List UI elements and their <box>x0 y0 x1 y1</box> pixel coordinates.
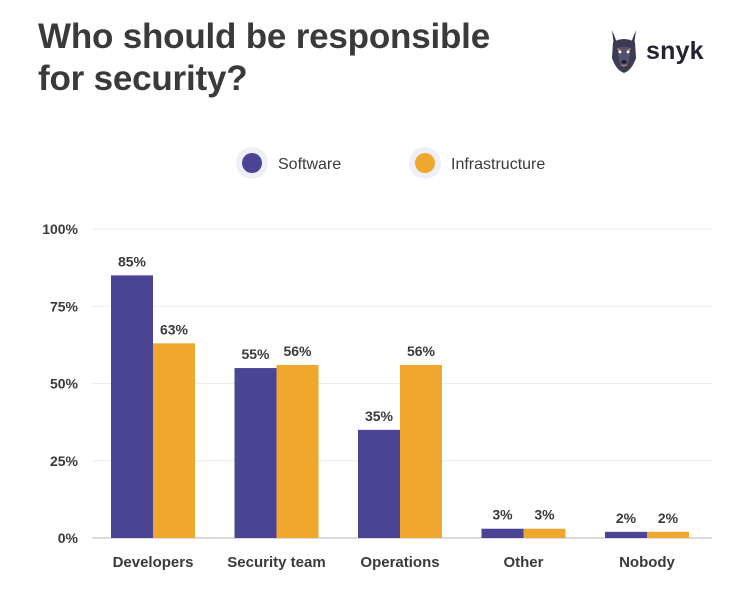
data-label-nobody-infrastructure: 2% <box>658 510 679 526</box>
bar-security-team-infrastructure <box>276 364 319 538</box>
x-category-label-nobody: Nobody <box>619 554 675 571</box>
legend-item-software: Software <box>236 147 341 179</box>
x-category-label-developers: Developers <box>113 554 194 571</box>
bar-developers-software <box>111 275 153 538</box>
bar-security-team-software <box>234 368 277 538</box>
data-label-security-team-infrastructure: 56% <box>283 343 312 359</box>
snyk-logo: snyk <box>608 28 704 74</box>
page-title-line-2: for security? <box>38 59 248 98</box>
legend-item-infrastructure: Infrastructure <box>409 147 545 179</box>
data-label-operations-software: 35% <box>365 408 394 424</box>
legend-swatch-software <box>242 153 262 173</box>
data-label-operations-infrastructure: 56% <box>407 343 436 359</box>
logo-wordmark: snyk <box>646 36 704 65</box>
legend-swatch-infrastructure <box>415 153 435 173</box>
chart-bars <box>111 275 689 538</box>
data-label-other-software: 3% <box>492 507 513 523</box>
chart-data-labels: 85% 63% 55% 56% 35% 56% 3% 3% 2% 2% <box>118 253 679 525</box>
bar-operations-software <box>358 429 400 538</box>
legend-label-software: Software <box>278 156 341 173</box>
bar-nobody-software <box>605 531 647 538</box>
data-label-security-team-software: 55% <box>241 346 270 362</box>
x-category-label-security-team: Security team <box>227 554 325 571</box>
chart-x-axis: Developers Security team Operations Other No… <box>113 554 676 571</box>
bar-other-software <box>481 528 524 538</box>
x-category-label-other: Other <box>503 554 543 571</box>
chart-y-axis: 0% 25% 50% 75% 100% <box>42 221 78 546</box>
data-label-other-infrastructure: 3% <box>534 507 555 523</box>
page-title-line-1: Who should be responsible <box>38 17 490 56</box>
bar-operations-infrastructure <box>400 364 442 538</box>
data-label-developers-infrastructure: 63% <box>160 321 189 337</box>
y-tick-label: 25% <box>50 453 79 469</box>
y-tick-label: 75% <box>50 298 79 314</box>
page-title: Who should be responsible for security? <box>38 16 558 100</box>
data-label-developers-software: 85% <box>118 253 147 269</box>
legend-label-infrastructure: Infrastructure <box>451 156 545 173</box>
chart-legend: Software Infrastructure <box>236 147 545 179</box>
y-tick-label: 50% <box>50 376 79 392</box>
doberman-head-icon <box>612 30 636 73</box>
x-category-label-operations: Operations <box>360 554 439 571</box>
bar-nobody-infrastructure <box>647 531 689 538</box>
bar-developers-infrastructure <box>153 343 195 538</box>
y-tick-label: 0% <box>58 530 79 546</box>
data-label-nobody-software: 2% <box>616 510 637 526</box>
bar-chart: Software Infrastructure 0% 25% 50% 75% 100% 8… <box>42 147 712 571</box>
y-tick-label: 100% <box>42 221 78 237</box>
bar-other-infrastructure <box>523 528 566 538</box>
